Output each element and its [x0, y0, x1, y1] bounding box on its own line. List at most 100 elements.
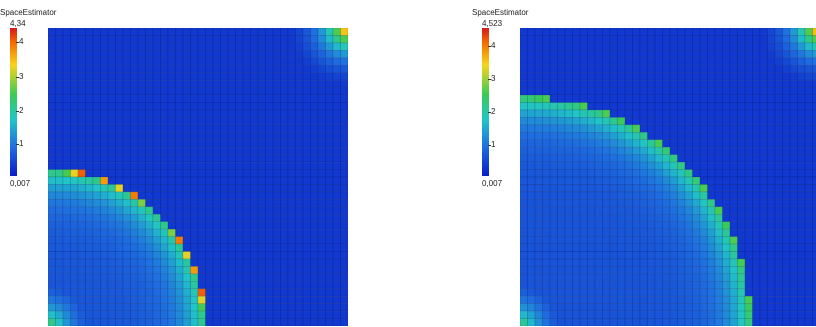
heatmap-cell: [692, 191, 701, 200]
heatmap-cell: [62, 72, 71, 81]
heatmap-cell: [242, 124, 251, 133]
heatmap-cell: [130, 206, 139, 215]
heatmap-cell: [797, 169, 806, 178]
heatmap-cell: [190, 42, 199, 51]
heatmap-cell: [272, 42, 281, 51]
heatmap-cell: [587, 35, 596, 44]
heatmap-cell: [564, 146, 573, 155]
heatmap-cell: [137, 79, 146, 88]
heatmap-cell: [175, 161, 184, 170]
heatmap-cell: [145, 109, 154, 118]
heatmap-cell: [182, 109, 191, 118]
heatmap-cell: [100, 42, 109, 51]
heatmap-cell: [639, 236, 648, 245]
heatmap-cell: [332, 199, 341, 208]
heatmap-cell: [242, 191, 251, 200]
heatmap-cell: [295, 288, 304, 297]
heatmap-cell: [520, 266, 528, 275]
heatmap-cell: [587, 199, 596, 208]
heatmap-cell: [774, 228, 783, 237]
heatmap-cell: [692, 169, 701, 178]
heatmap-cell: [684, 72, 693, 81]
heatmap-cell: [167, 42, 176, 51]
heatmap-cell: [152, 161, 161, 170]
heatmap-cell: [812, 199, 816, 208]
heatmap-cell: [669, 184, 678, 193]
heatmap-cell: [77, 273, 86, 282]
heatmap-cell: [332, 154, 341, 163]
heatmap-cell: [812, 273, 816, 282]
heatmap-cell: [190, 35, 199, 44]
heatmap-cell: [272, 258, 281, 267]
heatmap-cell: [647, 117, 656, 126]
heatmap-cell: [70, 243, 79, 252]
heatmap-cell: [287, 228, 296, 237]
heatmap-cell: [167, 266, 176, 275]
heatmap-cell: [100, 176, 109, 185]
heatmap-cell: [220, 236, 229, 245]
heatmap-cell: [564, 28, 573, 36]
heatmap-cell: [62, 117, 71, 126]
heatmap-cell: [534, 206, 543, 215]
heatmap-cell: [122, 184, 131, 193]
heatmap-cell: [242, 221, 251, 230]
heatmap-cell: [85, 258, 94, 267]
heatmap-cell: [130, 154, 139, 163]
heatmap-cell: [250, 50, 259, 59]
heatmap-cell: [287, 214, 296, 222]
heatmap-cell: [639, 318, 648, 326]
heatmap-cell: [310, 72, 319, 81]
heatmap-cell: [212, 273, 221, 282]
heatmap-cell: [662, 303, 671, 312]
heatmap-cell: [310, 199, 319, 208]
heatmap-cell: [280, 72, 289, 81]
heatmap-cell: [572, 228, 581, 237]
heatmap-cell: [325, 236, 334, 245]
heatmap-cell: [220, 221, 229, 230]
heatmap-cell: [789, 206, 798, 215]
heatmap-cell: [534, 132, 543, 141]
heatmap-cell: [602, 35, 611, 44]
heatmap-cell: [242, 303, 251, 312]
heatmap-cell: [130, 124, 139, 133]
heatmap-cell: [310, 303, 319, 312]
heatmap-cell: [70, 228, 79, 237]
heatmap-cell: [152, 79, 161, 88]
heatmap-cell: [227, 258, 236, 267]
heatmap-cell: [647, 94, 656, 103]
heatmap-cell: [774, 50, 783, 59]
heatmap-cell: [235, 258, 244, 267]
heatmap-cell: [265, 87, 274, 96]
heatmap-cell: [797, 102, 806, 111]
heatmap-cell: [609, 303, 618, 312]
heatmap-cell: [55, 303, 64, 312]
heatmap-cell: [579, 243, 588, 252]
heatmap-cell: [609, 124, 618, 133]
heatmap-cell: [62, 199, 71, 208]
heatmap-cell: [737, 281, 746, 290]
heatmap-cell: [602, 79, 611, 88]
heatmap-cell: [654, 161, 663, 170]
heatmap-cell: [145, 50, 154, 59]
heatmap-cell: [654, 94, 663, 103]
heatmap-cell: [579, 87, 588, 96]
heatmap-cell: [205, 146, 214, 155]
heatmap-cell: [167, 161, 176, 170]
heatmap-cell: [272, 161, 281, 170]
heatmap-cell: [767, 117, 776, 126]
heatmap-cell: [579, 169, 588, 178]
heatmap-cell: [549, 72, 558, 81]
heatmap-cell: [272, 146, 281, 155]
heatmap-cell: [789, 72, 798, 81]
heatmap-cell: [257, 94, 266, 103]
heatmap-cell: [137, 161, 146, 170]
heatmap-cell: [325, 109, 334, 118]
heatmap-cell: [797, 65, 806, 73]
heatmap-cell: [542, 94, 551, 103]
heatmap-cell: [520, 28, 528, 36]
heatmap-cell: [235, 184, 244, 193]
heatmap-cell: [684, 35, 693, 44]
heatmap-cell: [272, 266, 281, 275]
heatmap-cell: [340, 117, 348, 126]
heatmap-cell: [722, 169, 731, 178]
